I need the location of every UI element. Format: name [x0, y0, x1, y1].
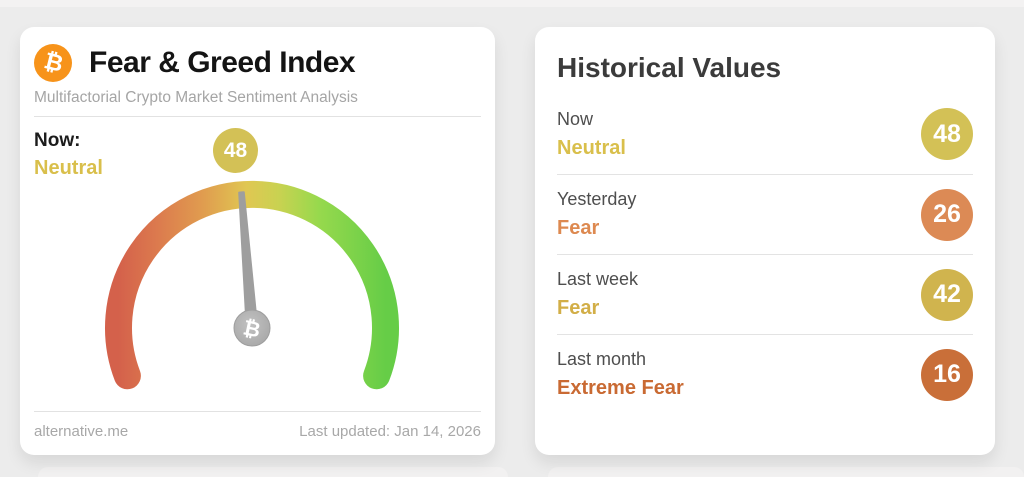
last-updated-text: Last updated: Jan 14, 2026: [299, 423, 481, 440]
gauge-needle: [238, 191, 259, 331]
period-label: Last month: [557, 349, 647, 369]
value-badge: 42: [921, 268, 973, 321]
row-labels: Last month Extreme Fear: [557, 349, 684, 400]
period-label: Last week: [557, 269, 639, 289]
fear-greed-header: ₿ Fear & Greed Index: [34, 44, 481, 82]
gauge-hub-bitcoin-icon: ₿: [241, 315, 263, 342]
table-row-now: Now Neutral 48: [557, 94, 973, 174]
row-labels: Yesterday Fear: [557, 189, 636, 240]
row-labels: Last week Fear: [557, 269, 638, 320]
value-badge: 26: [921, 188, 973, 241]
now-label: Now:: [34, 130, 81, 151]
table-row-last-month: Last month Extreme Fear 16: [557, 334, 973, 414]
table-row-yesterday: Yesterday Fear 26: [557, 174, 973, 254]
period-label: Now: [557, 108, 594, 129]
sentiment-label: Fear: [557, 297, 600, 319]
period-label: Yesterday: [557, 189, 637, 209]
gauge-hub: [233, 309, 271, 347]
header-divider: [34, 116, 481, 117]
sentiment-label: Extreme Fear: [557, 377, 684, 399]
subtitle: Multifactorial Crypto Market Sentiment A…: [34, 89, 358, 106]
gauge-arc: [105, 180, 399, 390]
next-card-edge-left: [38, 467, 508, 477]
fear-greed-card: ₿ Fear & Greed Index Multifactorial Cryp…: [20, 27, 495, 455]
historical-values-title: Historical Values: [557, 52, 782, 83]
historical-values-card: Historical Values Now Neutral 48 Yesterd…: [535, 27, 995, 455]
bitcoin-icon: ₿: [34, 44, 72, 82]
sentiment-label: Fear: [557, 217, 600, 239]
card-footer: alternative.me Last updated: Jan 14, 202…: [34, 411, 481, 455]
sentiment-label: Neutral: [557, 136, 626, 159]
source-link[interactable]: alternative.me: [34, 423, 129, 440]
row-labels: Now Neutral: [557, 109, 626, 160]
gauge-value-badge: 48: [213, 128, 258, 173]
value-badge: 48: [921, 108, 973, 160]
previous-card-edge: [0, 0, 1024, 7]
next-card-edge-right: [548, 467, 1024, 477]
gauge-needle-group: [238, 191, 259, 331]
value-badge: 16: [921, 348, 973, 401]
page-title: Fear & Greed Index: [89, 46, 356, 79]
bitcoin-glyph: ₿: [40, 47, 66, 78]
now-sentiment: Neutral: [34, 157, 103, 179]
table-row-last-week: Last week Fear 42: [557, 254, 973, 334]
current-sentiment-block: Now: Neutral: [34, 130, 481, 180]
